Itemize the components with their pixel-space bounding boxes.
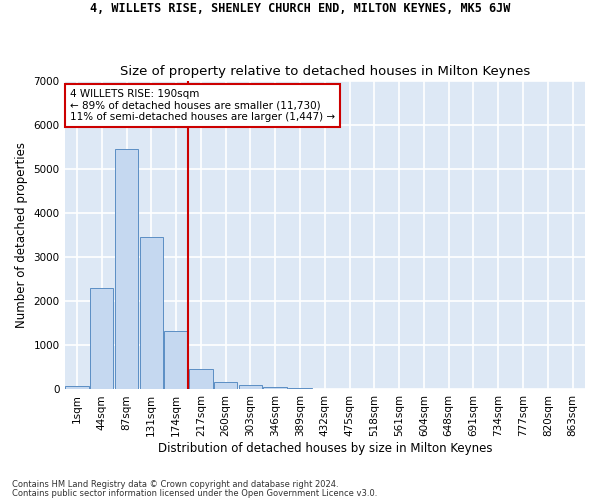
Bar bbox=[189, 369, 212, 390]
Text: Contains public sector information licensed under the Open Government Licence v3: Contains public sector information licen… bbox=[12, 490, 377, 498]
Title: Size of property relative to detached houses in Milton Keynes: Size of property relative to detached ho… bbox=[119, 66, 530, 78]
Y-axis label: Number of detached properties: Number of detached properties bbox=[15, 142, 28, 328]
Bar bbox=[115, 150, 138, 390]
Bar bbox=[214, 382, 238, 390]
Bar bbox=[65, 386, 89, 390]
Bar bbox=[288, 388, 312, 390]
Bar bbox=[263, 387, 287, 390]
Text: 4 WILLETS RISE: 190sqm
← 89% of detached houses are smaller (11,730)
11% of semi: 4 WILLETS RISE: 190sqm ← 89% of detached… bbox=[70, 89, 335, 122]
Bar bbox=[164, 332, 188, 390]
Bar bbox=[140, 238, 163, 390]
Bar bbox=[239, 386, 262, 390]
Text: Contains HM Land Registry data © Crown copyright and database right 2024.: Contains HM Land Registry data © Crown c… bbox=[12, 480, 338, 489]
Bar bbox=[90, 288, 113, 390]
X-axis label: Distribution of detached houses by size in Milton Keynes: Distribution of detached houses by size … bbox=[158, 442, 492, 455]
Text: 4, WILLETS RISE, SHENLEY CHURCH END, MILTON KEYNES, MK5 6JW: 4, WILLETS RISE, SHENLEY CHURCH END, MIL… bbox=[90, 2, 510, 16]
